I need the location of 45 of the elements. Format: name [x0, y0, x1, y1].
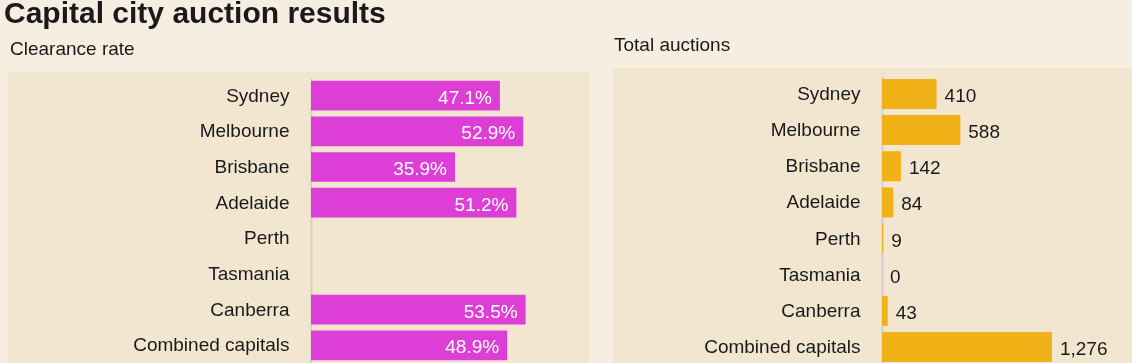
bar: [882, 151, 901, 182]
data-label: 588: [968, 121, 1001, 143]
y-tick-label: Adelaide: [786, 191, 861, 213]
bar: [882, 332, 1052, 363]
bar: [311, 187, 517, 218]
data-label: 84: [901, 193, 923, 215]
data-label: 48.9%: [445, 336, 500, 358]
data-label: 1,276: [1059, 338, 1108, 360]
bar: [882, 78, 937, 109]
y-tick-label: Adelaide: [215, 191, 290, 213]
data-label: 43: [895, 301, 917, 323]
y-tick-label: Combined capitals: [133, 334, 290, 356]
y-tick-label: Canberra: [781, 299, 861, 321]
data-label: 47.1%: [438, 86, 493, 108]
chart-title: Capital city auction results: [4, 0, 386, 30]
y-tick-label: Combined capitals: [704, 336, 861, 358]
data-label: 142: [908, 157, 941, 179]
text: Clearance rate: [10, 38, 135, 60]
data-label: 410: [944, 84, 977, 106]
bar: [311, 80, 500, 111]
data-label: 51.2%: [454, 193, 509, 215]
bar: [882, 295, 888, 326]
bar: [882, 187, 894, 218]
text: Total auctions: [614, 34, 731, 56]
data-label: 53.5%: [463, 300, 518, 322]
y-tick-label: Brisbane: [785, 155, 861, 177]
y-tick-label: Canberra: [210, 298, 290, 320]
bar: [311, 294, 526, 325]
bar: [882, 115, 961, 146]
y-tick-label: Melbourne: [199, 120, 290, 142]
data-label: 52.9%: [461, 122, 516, 144]
y-tick-label: Sydney: [226, 84, 290, 106]
y-tick-label: Melbourne: [770, 119, 861, 141]
data-label: 9: [891, 229, 902, 251]
bar: [311, 116, 524, 147]
data-label: 0: [890, 265, 901, 287]
bar: [311, 152, 456, 182]
y-tick-label: Sydney: [797, 82, 861, 104]
data-label: 35.9%: [393, 158, 448, 179]
bar: [311, 330, 508, 361]
y-tick-label: Brisbane: [214, 156, 290, 177]
y-tick-label: Tasmania: [208, 263, 290, 284]
y-tick-label: Tasmania: [779, 263, 861, 285]
y-tick-label: Perth: [815, 227, 861, 249]
y-tick-label: Perth: [244, 227, 290, 249]
